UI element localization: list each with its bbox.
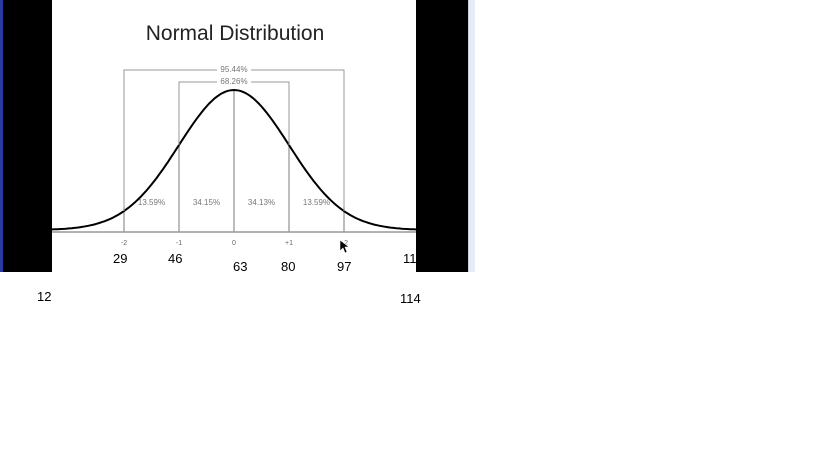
mouse-cursor-icon [339, 239, 350, 254]
slide-image: Normal Distribution -2-10+1+213.59%34.15… [46, 0, 422, 272]
x-tick-label: +1 [285, 240, 293, 247]
window-edge [0, 0, 3, 272]
region-label: 34.15% [193, 198, 220, 207]
value-label: 29 [113, 251, 128, 266]
bracket-label-bg [217, 65, 251, 73]
x-tick-label: -1 [176, 240, 182, 247]
bracket-label-bg [217, 77, 251, 85]
x-tick-label: -2 [121, 240, 127, 247]
bracket-label: 68.26% [220, 77, 247, 86]
value-label: 80 [281, 259, 296, 274]
normal-distribution-chart: Normal Distribution -2-10+1+213.59%34.15… [46, 22, 422, 254]
x-tick-label: 0 [232, 240, 236, 247]
scrollbar[interactable] [468, 0, 475, 272]
value-label: 63 [233, 259, 248, 274]
region-label: 34.13% [248, 198, 275, 207]
region-label: 13.59% [138, 198, 165, 207]
value-label: 11 [403, 251, 416, 266]
chart-title: Normal Distribution [146, 22, 325, 45]
right-black-bar [416, 0, 468, 272]
normal-curve [46, 88, 422, 231]
outside-label-left: 12 [37, 289, 52, 304]
outside-label-right: 114 [400, 291, 421, 306]
bracket-label: 95.44% [220, 65, 247, 74]
region-label: 13.59% [303, 198, 330, 207]
value-label: 97 [337, 259, 352, 274]
value-label: 46 [168, 251, 183, 266]
left-black-bar [3, 0, 52, 272]
